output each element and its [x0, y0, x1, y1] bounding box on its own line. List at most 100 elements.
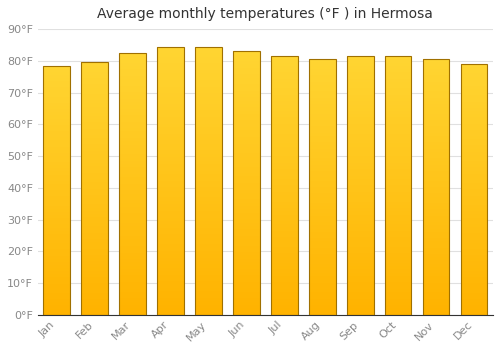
Bar [120, 282, 146, 285]
Bar [44, 268, 70, 271]
Bar [271, 289, 297, 292]
Bar [423, 59, 450, 62]
Bar [158, 285, 184, 288]
Bar [385, 260, 411, 263]
Bar [347, 237, 374, 240]
Bar [385, 176, 411, 179]
Bar [347, 266, 374, 270]
Bar [271, 250, 297, 253]
Bar [309, 155, 336, 158]
Bar [271, 137, 297, 140]
Bar [82, 189, 108, 192]
Bar [309, 229, 336, 232]
Bar [44, 119, 70, 122]
Bar [347, 121, 374, 124]
Bar [309, 308, 336, 312]
Bar [158, 47, 184, 50]
Bar [309, 168, 336, 171]
Bar [385, 169, 411, 173]
Bar [347, 59, 374, 63]
Bar [461, 133, 487, 136]
Bar [195, 47, 222, 50]
Bar [309, 292, 336, 296]
Bar [44, 165, 70, 168]
Bar [423, 292, 450, 296]
Bar [158, 147, 184, 150]
Bar [271, 82, 297, 85]
Bar [347, 295, 374, 299]
Bar [195, 57, 222, 60]
Bar [271, 189, 297, 192]
Bar [195, 208, 222, 211]
Bar [309, 152, 336, 155]
Bar [158, 218, 184, 221]
Bar [158, 174, 184, 177]
Bar [195, 150, 222, 154]
Bar [195, 137, 222, 140]
Bar [120, 66, 146, 69]
Bar [44, 259, 70, 262]
Bar [233, 186, 260, 190]
Bar [120, 207, 146, 210]
Bar [309, 248, 336, 251]
Bar [385, 247, 411, 250]
Bar [347, 276, 374, 279]
Bar [120, 105, 146, 108]
Bar [233, 305, 260, 308]
Bar [158, 261, 184, 265]
Bar [82, 198, 108, 201]
Bar [195, 63, 222, 66]
Bar [195, 134, 222, 137]
Bar [195, 261, 222, 265]
Bar [120, 253, 146, 256]
Bar [461, 299, 487, 302]
Bar [158, 298, 184, 301]
Bar [423, 251, 450, 254]
Bar [44, 309, 70, 312]
Bar [233, 256, 260, 259]
Bar [158, 312, 184, 315]
Bar [461, 268, 487, 271]
Bar [309, 174, 336, 177]
Bar [347, 221, 374, 224]
Bar [347, 56, 374, 59]
Bar [158, 157, 184, 161]
Bar [158, 177, 184, 181]
Bar [271, 59, 297, 63]
Bar [423, 209, 450, 212]
Bar [195, 291, 222, 295]
Bar [309, 75, 336, 78]
Bar [44, 159, 70, 162]
Bar [385, 286, 411, 289]
Bar [120, 285, 146, 289]
Bar [158, 110, 184, 114]
Bar [158, 194, 184, 197]
Bar [309, 305, 336, 308]
Bar [158, 57, 184, 60]
Bar [233, 58, 260, 61]
Bar [44, 231, 70, 234]
Bar [309, 260, 336, 264]
Bar [461, 261, 487, 265]
Bar [347, 69, 374, 72]
Bar [271, 150, 297, 153]
Bar [82, 88, 108, 91]
Bar [461, 83, 487, 86]
Bar [347, 82, 374, 85]
Bar [82, 223, 108, 226]
Bar [44, 306, 70, 309]
Bar [233, 216, 260, 219]
Bar [44, 109, 70, 112]
Bar [44, 156, 70, 159]
Bar [271, 153, 297, 156]
Bar [271, 273, 297, 276]
Bar [82, 100, 108, 103]
Bar [44, 65, 70, 315]
Bar [309, 289, 336, 292]
Bar [309, 117, 336, 120]
Bar [271, 302, 297, 305]
Bar [195, 181, 222, 184]
Bar [233, 285, 260, 288]
Bar [309, 161, 336, 164]
Bar [423, 78, 450, 82]
